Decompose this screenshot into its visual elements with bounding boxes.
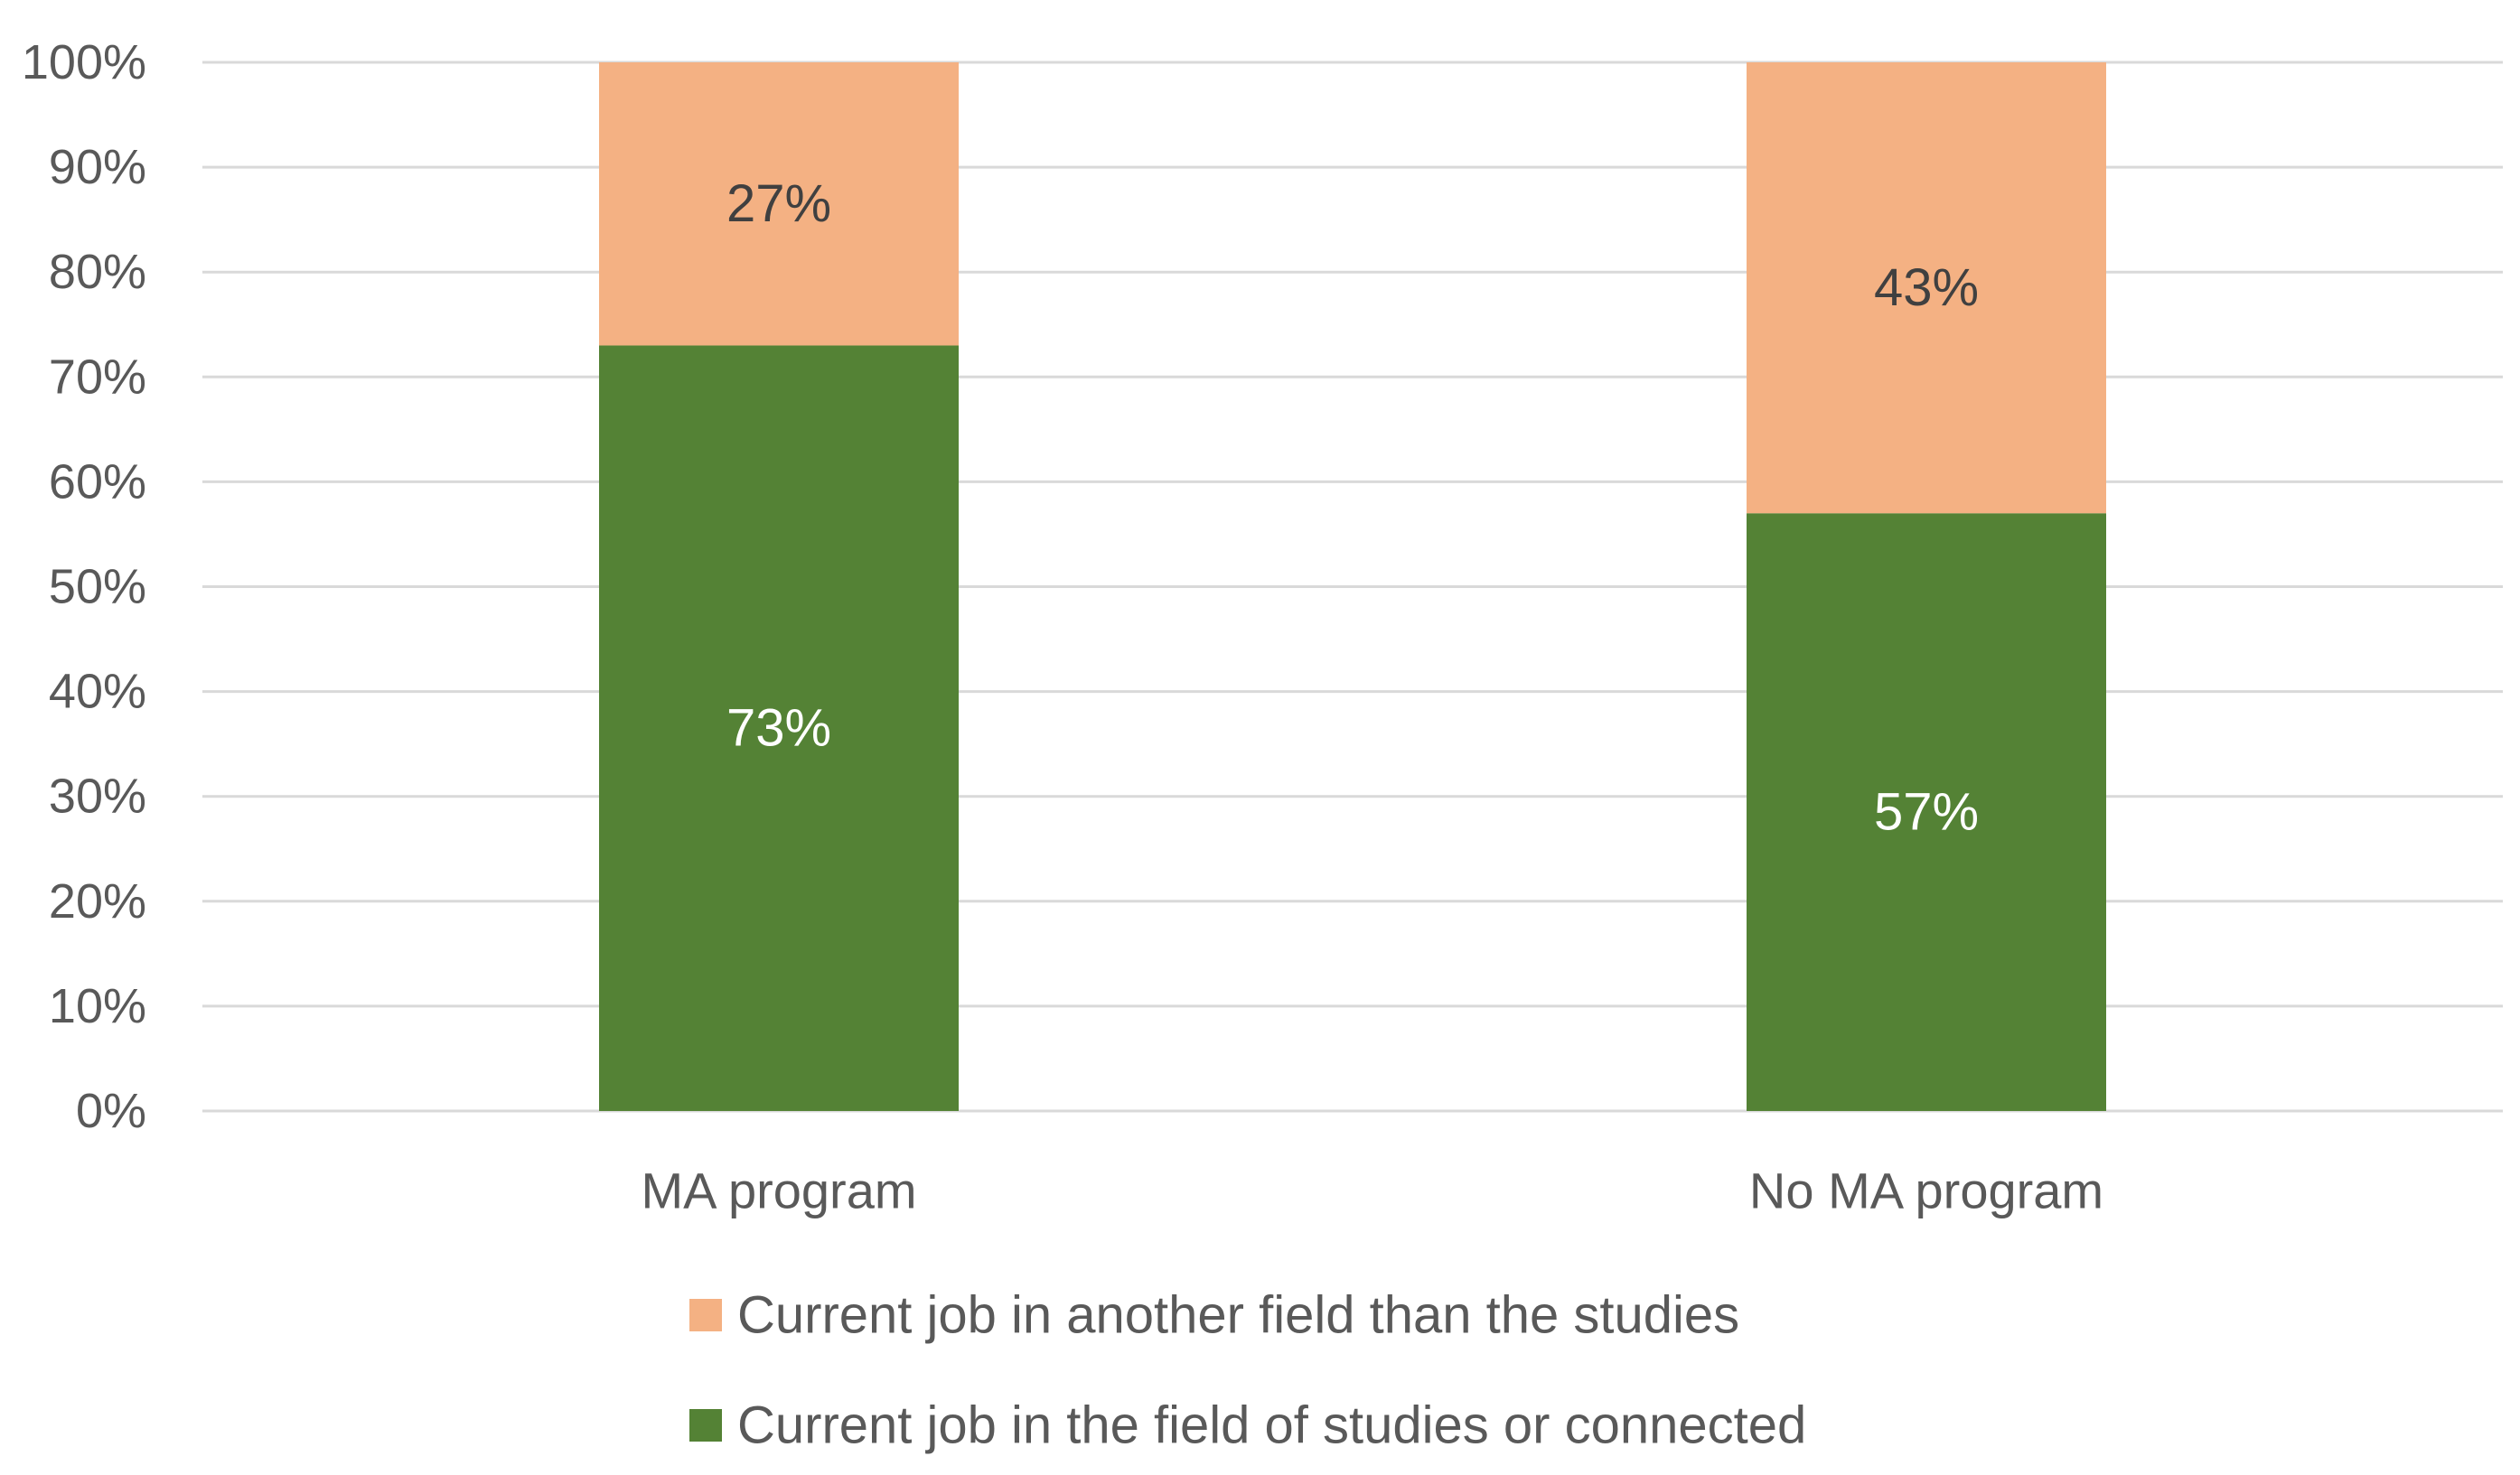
- data-label-ma-program-current-job-in-the-field-of-studies-or-connected: 73%: [726, 699, 831, 758]
- x-axis-categories: MA program No MA program: [642, 1162, 2104, 1219]
- data-label-no-ma-program-current-job-in-another-field-than-the-studies: 43%: [1874, 258, 1979, 317]
- y-tick-label-40: 40%: [49, 665, 146, 719]
- y-tick-label-20: 20%: [49, 874, 146, 929]
- bars: [599, 62, 2106, 1112]
- y-axis-ticks: 0% 10% 20% 30% 40% 50% 60% 70% 80% 90% 100%: [22, 35, 146, 1138]
- x-category-label-ma-program: MA program: [642, 1162, 917, 1219]
- legend: Current job in another field than the st…: [689, 1286, 1806, 1455]
- y-tick-label-10: 10%: [49, 979, 146, 1033]
- legend-swatch-current-job-in-the-field-of-studies-or-connected: [689, 1409, 722, 1442]
- y-tick-label-30: 30%: [49, 770, 146, 824]
- legend-label-current-job-in-the-field-of-studies-or-connected: Current job in the field of studies or c…: [737, 1396, 1806, 1455]
- gridlines: [202, 61, 2503, 1113]
- legend-label-current-job-in-another-field-than-the-studies: Current job in another field than the st…: [737, 1286, 1739, 1345]
- y-tick-label-90: 90%: [49, 140, 146, 194]
- legend-swatch-current-job-in-another-field-than-the-studies: [689, 1299, 722, 1331]
- y-tick-label-50: 50%: [49, 560, 146, 614]
- bar-ma-program-current-job-in-the-field-of-studies-or-connected: [599, 345, 959, 1112]
- y-tick-label-0: 0%: [76, 1084, 146, 1138]
- x-category-label-no-ma-program: No MA program: [1749, 1162, 2103, 1219]
- data-label-ma-program-current-job-in-another-field-than-the-studies: 27%: [726, 174, 831, 233]
- data-label-no-ma-program-current-job-in-the-field-of-studies-or-connected: 57%: [1874, 783, 1979, 842]
- y-tick-label-70: 70%: [49, 350, 146, 404]
- y-tick-label-80: 80%: [49, 245, 146, 299]
- bar-no-ma-program-current-job-in-the-field-of-studies-or-connected: [1747, 513, 2106, 1111]
- y-tick-label-60: 60%: [49, 454, 146, 509]
- y-tick-label-100: 100%: [22, 35, 146, 89]
- data-labels: 73% 27% 57% 43%: [726, 174, 1979, 841]
- bar-ma-program-current-job-in-another-field-than-the-studies: [599, 62, 959, 346]
- bar-no-ma-program-current-job-in-another-field-than-the-studies: [1747, 62, 2106, 514]
